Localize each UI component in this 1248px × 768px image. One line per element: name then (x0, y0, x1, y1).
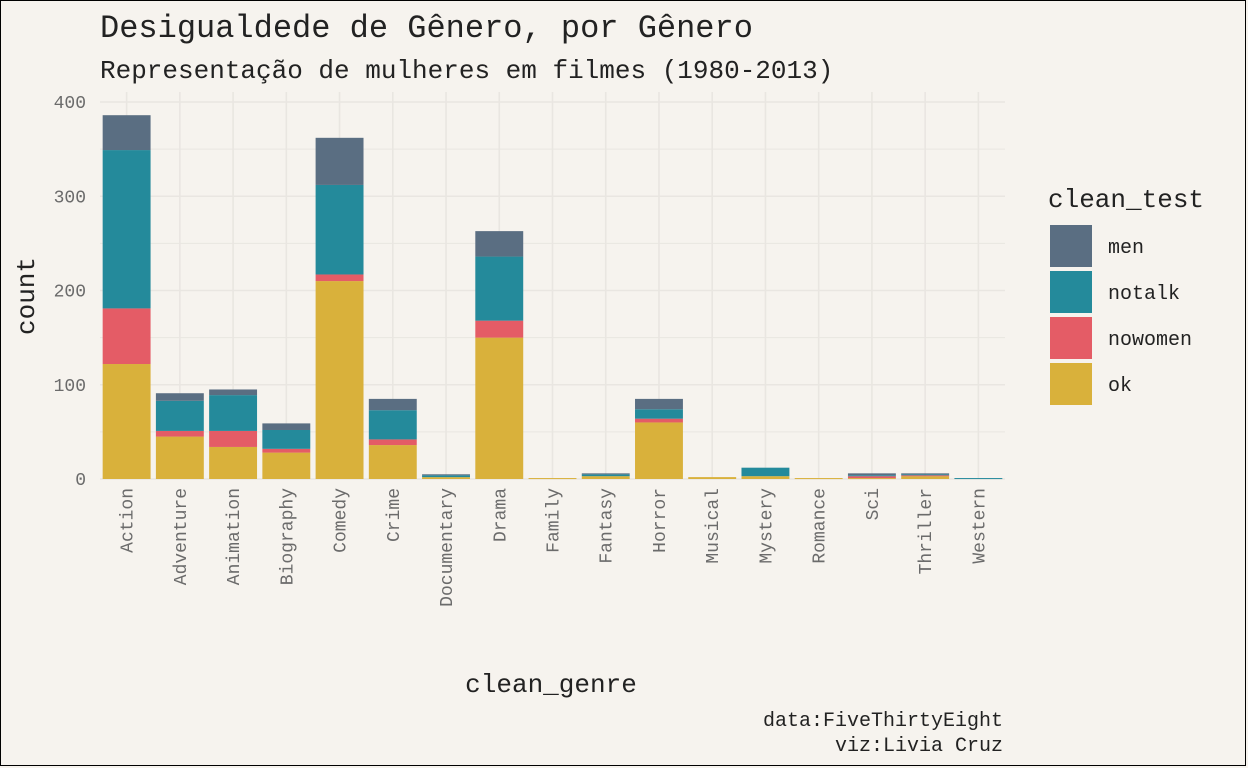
bar-adventure-ok (155, 436, 204, 479)
x-axis-title: clean_genre (465, 670, 637, 700)
legend-swatch-men (1050, 225, 1092, 267)
bar-crime-ok (368, 445, 417, 479)
x-tick-label: Biography (278, 488, 298, 585)
bar-biography-nowomen (262, 448, 311, 453)
bars-group (102, 115, 1003, 480)
bar-drama-nowomen (475, 320, 524, 338)
bar-sci-men (847, 473, 896, 476)
caption-source: data:FiveThirtyEight (763, 710, 1003, 733)
x-tick-label: Western (970, 488, 990, 564)
chart-subtitle: Representação de mulheres em filmes (198… (100, 56, 833, 86)
bar-documentary-notalk (422, 475, 470, 478)
x-tick-label: Action (119, 488, 139, 553)
bar-thriller-nowomen (901, 475, 950, 477)
bar-sci-notalk (847, 475, 896, 477)
legend-swatch-nowomen (1050, 317, 1092, 359)
bar-comedy-notalk (315, 184, 364, 275)
legend-swatch-notalk (1050, 271, 1092, 313)
bar-comedy-nowomen (315, 274, 364, 282)
x-tick-label: Adventure (172, 488, 192, 585)
bar-horror-men (635, 398, 683, 410)
y-tick-label: 200 (54, 283, 86, 303)
x-tick-label: Romance (811, 488, 831, 564)
bar-action-nowomen (102, 308, 151, 365)
bar-biography-ok (262, 452, 311, 479)
x-tick-label: Family (545, 488, 565, 553)
bar-horror-ok (635, 422, 683, 479)
bar-adventure-notalk (155, 400, 204, 431)
bar-animation-ok (209, 446, 258, 479)
y-tick-label: 400 (54, 94, 86, 114)
bar-family-ok (528, 478, 577, 480)
y-axis-title: count (12, 257, 42, 335)
bar-comedy-men (315, 137, 364, 185)
bar-documentary-ok (422, 477, 470, 479)
x-tick-label: Thriller (917, 488, 937, 574)
bar-thriller-ok (901, 476, 950, 479)
bar-adventure-nowomen (155, 430, 204, 437)
x-tick-label: Horror (651, 488, 671, 553)
bar-fantasy-ok (581, 476, 630, 479)
bar-action-notalk (102, 150, 151, 309)
bar-adventure-men (155, 393, 204, 401)
bar-horror-notalk (635, 409, 683, 419)
bar-drama-men (475, 231, 524, 257)
x-tick-label: Musical (704, 488, 724, 564)
bar-fantasy-men (581, 473, 630, 475)
bar-action-ok (102, 364, 151, 479)
bar-crime-nowomen (368, 439, 417, 446)
legend-label-nowomen: nowomen (1108, 329, 1192, 352)
legend-swatch-ok (1050, 363, 1092, 405)
x-axis: Action Adventure Animation Biography Comedy C… (119, 488, 991, 607)
x-tick-label: Drama (491, 488, 511, 542)
bar-crime-notalk (368, 410, 417, 440)
x-tick-label: Animation (225, 488, 245, 585)
bar-thriller-men (901, 473, 950, 475)
legend-label-notalk: notalk (1108, 283, 1180, 306)
bar-fantasy-notalk (581, 474, 630, 477)
x-tick-label: Mystery (757, 488, 777, 564)
bar-drama-notalk (475, 256, 524, 321)
bar-action-men (102, 115, 151, 151)
y-tick-label: 0 (75, 471, 86, 491)
bar-documentary-men (422, 474, 470, 476)
bar-biography-notalk (262, 429, 311, 449)
y-tick-label: 300 (54, 188, 86, 208)
chart-title: Desigualdede de Gênero, por Gênero (100, 10, 753, 47)
x-tick-label: Fantasy (598, 488, 618, 564)
bar-sci-nowomen (847, 476, 896, 479)
x-tick-label: Comedy (332, 488, 352, 553)
bar-thriller-notalk (901, 474, 950, 476)
y-tick-label: 100 (54, 377, 86, 397)
bar-drama-ok (475, 337, 524, 479)
bar-romance-ok (794, 478, 843, 480)
bar-animation-nowomen (209, 430, 258, 447)
bar-sci-ok (847, 478, 896, 480)
bar-animation-notalk (209, 395, 258, 431)
bar-musical-ok (688, 477, 737, 479)
bar-comedy-ok (315, 281, 364, 479)
x-tick-label: Crime (385, 488, 405, 542)
bar-horror-nowomen (635, 418, 683, 423)
legend-label-ok: ok (1108, 375, 1132, 398)
bar-crime-men (368, 398, 417, 411)
bar-biography-men (262, 423, 311, 430)
bar-mystery-notalk (741, 467, 790, 477)
bar-animation-men (209, 389, 258, 396)
bar-western-notalk (954, 478, 1003, 480)
legend-label-men: men (1108, 237, 1144, 260)
legend: clean_test men notalk nowomen ok (1048, 185, 1204, 405)
bar-mystery-ok (741, 476, 790, 479)
legend-title: clean_test (1048, 185, 1204, 215)
x-tick-label: Sci (864, 488, 884, 520)
y-axis: 0 100 200 300 400 (54, 94, 86, 491)
caption-author: viz:Livia Cruz (835, 735, 1003, 758)
x-tick-label: Documentary (438, 488, 458, 607)
